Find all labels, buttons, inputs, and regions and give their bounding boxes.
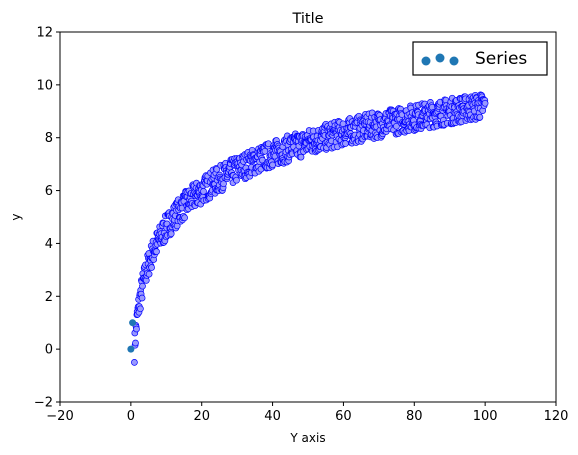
data-point bbox=[153, 248, 160, 255]
x-tick-label: 60 bbox=[335, 409, 352, 424]
data-point bbox=[129, 319, 137, 327]
legend-marker bbox=[449, 56, 459, 66]
y-axis-label: y bbox=[9, 213, 23, 220]
legend-label: Series bbox=[475, 49, 527, 69]
data-point bbox=[181, 214, 188, 222]
data-point bbox=[137, 305, 144, 313]
y-tick-label: 12 bbox=[36, 26, 53, 41]
data-point bbox=[220, 180, 227, 188]
data-point bbox=[127, 345, 135, 353]
y-tick-label: 4 bbox=[45, 237, 53, 252]
data-point bbox=[213, 165, 221, 173]
y-tick-label: 2 bbox=[45, 290, 53, 305]
data-point bbox=[342, 140, 349, 147]
x-tick-label: 40 bbox=[264, 409, 281, 424]
data-point bbox=[481, 99, 489, 107]
y-axis-ticks: −2 0 2 4 6 8 10 12 bbox=[34, 26, 60, 411]
plot-area bbox=[127, 91, 489, 366]
data-point bbox=[233, 176, 240, 184]
x-tick-label: 0 bbox=[127, 409, 135, 424]
legend-marker bbox=[421, 56, 431, 66]
data-point bbox=[139, 282, 146, 290]
y-tick-label: 0 bbox=[45, 343, 53, 358]
x-axis-ticks: −20 0 20 40 60 80 100 120 bbox=[46, 402, 568, 424]
x-axis-label: Y axis bbox=[289, 431, 325, 445]
data-point bbox=[145, 270, 153, 278]
x-tick-label: 20 bbox=[193, 409, 210, 424]
axes-frame bbox=[59, 31, 557, 403]
y-tick-label: 6 bbox=[45, 184, 53, 199]
y-tick-label: 8 bbox=[45, 131, 53, 146]
legend-marker bbox=[435, 53, 445, 63]
data-point bbox=[297, 153, 305, 161]
x-tick-label: 120 bbox=[544, 409, 569, 424]
data-point bbox=[167, 230, 175, 238]
chart-title: Title bbox=[291, 11, 323, 27]
data-point bbox=[138, 294, 146, 302]
data-point bbox=[200, 188, 207, 195]
legend-box bbox=[412, 41, 548, 76]
data-point bbox=[269, 161, 276, 169]
legend: Series bbox=[412, 41, 548, 76]
data-point bbox=[393, 122, 400, 130]
data-point bbox=[148, 264, 155, 271]
data-point bbox=[132, 339, 139, 347]
x-tick-label: 80 bbox=[406, 409, 423, 424]
y-tick-label: 10 bbox=[36, 78, 53, 93]
x-tick-label: −20 bbox=[46, 409, 73, 424]
x-tick-label: 100 bbox=[473, 409, 498, 424]
data-point bbox=[476, 113, 484, 121]
data-point bbox=[131, 359, 138, 366]
data-point bbox=[133, 325, 140, 333]
y-tick-label: −2 bbox=[34, 396, 53, 411]
